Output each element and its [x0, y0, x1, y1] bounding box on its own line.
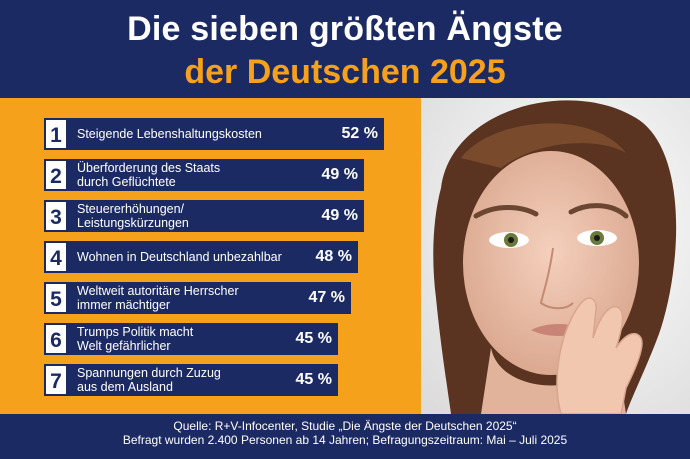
bar-1: 1 Steigende Lebenshaltungskosten 52 % [44, 118, 384, 150]
category-label: Weltweit autoritäre Herrscher immer mäch… [77, 284, 239, 312]
rank-number: 4 [44, 241, 68, 273]
value-label: 47 % [308, 289, 345, 306]
chart-panel: 1 Steigende Lebenshaltungskosten 52 % 2 Über… [0, 98, 421, 414]
header-banner: Die sieben größten Ängste der Deutschen … [0, 0, 690, 98]
chart-title-line1: Die sieben größten Ängste [127, 10, 563, 48]
portrait-woman-photo-icon [421, 98, 690, 414]
value-label: 48 % [315, 248, 352, 265]
value-label: 49 % [321, 207, 358, 224]
category-label: Überforderung des Staats durch Geflüchte… [77, 161, 221, 189]
portrait-photo [421, 98, 690, 414]
bar-7: 7 Spannungen durch Zuzug aus dem Ausland 4… [44, 364, 338, 396]
rank-number: 2 [44, 159, 68, 191]
rank-number: 5 [44, 282, 68, 314]
category-label: Trumps Politik macht Welt gefährlicher [77, 325, 194, 353]
rank-number: 7 [44, 364, 68, 396]
value-label: 52 % [341, 125, 378, 142]
value-label: 45 % [295, 371, 332, 388]
bar-3: 3 Steuererhöhungen/ Leistungskürzungen 49 … [44, 200, 364, 232]
category-label: Steigende Lebenshaltungskosten [77, 127, 262, 141]
footer-survey-info: Befragt wurden 2.400 Personen ab 14 Jahr… [122, 433, 568, 447]
chart-title-line2: der Deutschen 2025 [184, 53, 506, 91]
value-label: 45 % [295, 330, 332, 347]
category-label: Spannungen durch Zuzug aus dem Ausland [77, 366, 221, 394]
bar-2: 2 Überforderung des Staats durch Geflücht… [44, 159, 364, 191]
footer-banner: Quelle: R+V-Infocenter, Studie „Die Ängs… [0, 414, 690, 459]
category-label: Wohnen in Deutschland unbezahlbar [77, 250, 282, 264]
footer-source: Quelle: R+V-Infocenter, Studie „Die Ängs… [173, 419, 517, 433]
rank-number: 1 [44, 118, 68, 150]
category-label: Steuererhöhungen/ Leistungskürzungen [77, 202, 189, 230]
value-label: 49 % [321, 166, 358, 183]
rank-number: 3 [44, 200, 68, 232]
bar-6: 6 Trumps Politik macht Welt gefährlicher 4… [44, 323, 338, 355]
rank-number: 6 [44, 323, 68, 355]
bar-5: 5 Weltweit autoritäre Herrscher immer mäc… [44, 282, 351, 314]
bar-4: 4 Wohnen in Deutschland unbezahlbar 48 % [44, 241, 358, 273]
